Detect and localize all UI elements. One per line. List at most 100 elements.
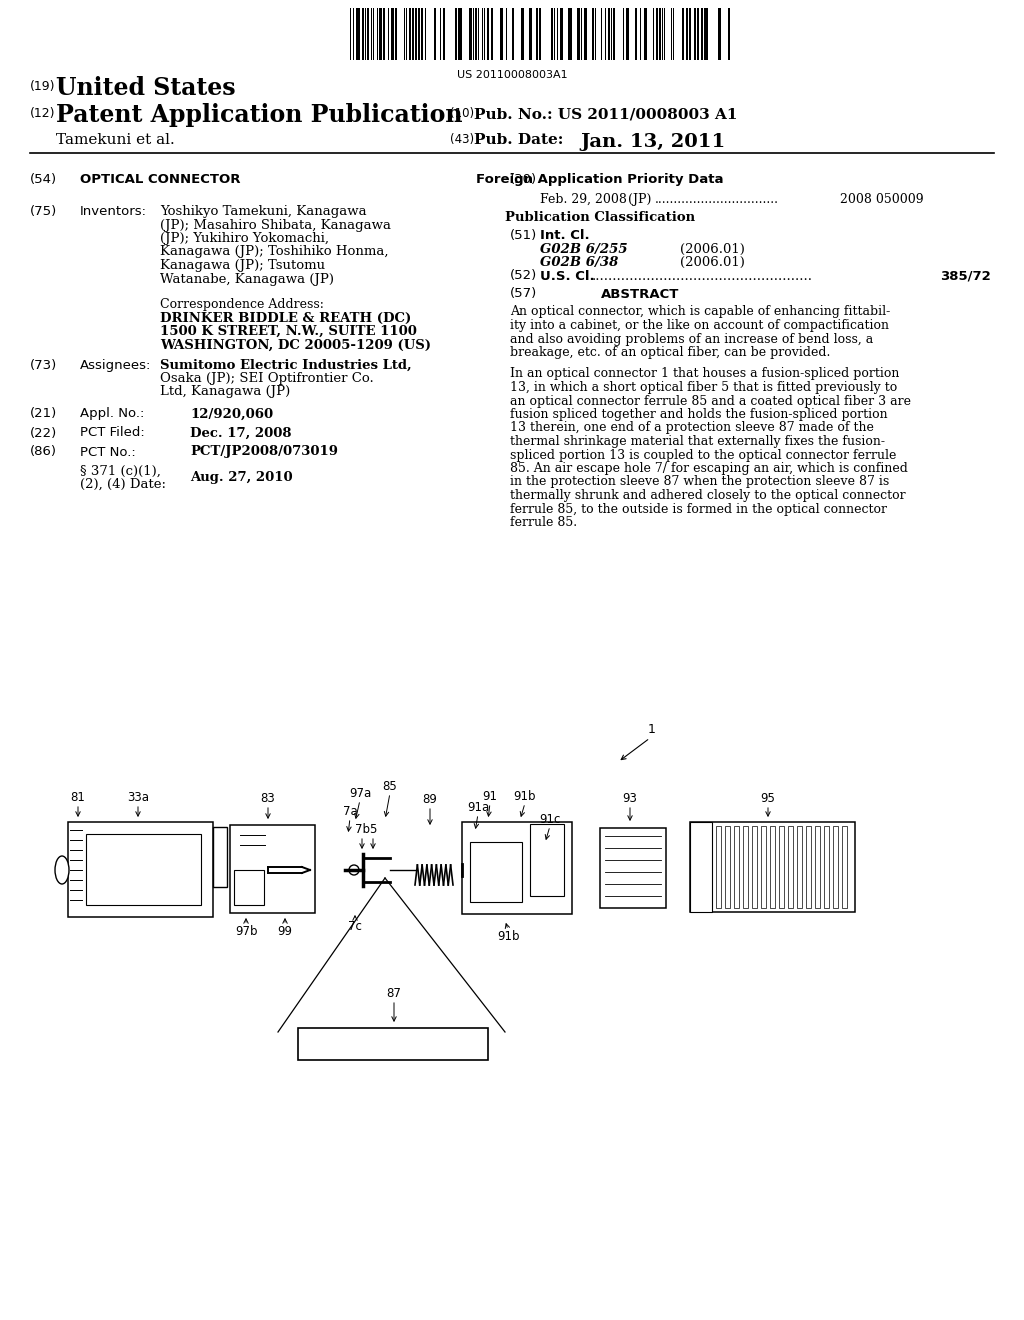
Bar [470,842,522,902]
Text: Feb. 29, 2008: Feb. 29, 2008 [540,193,627,206]
Text: (JP); Masahiro Shibata, Kanagawa: (JP); Masahiro Shibata, Kanagawa [160,219,391,231]
Bar [806,826,811,908]
Text: thermally shrunk and adhered closely to the optical connector: thermally shrunk and adhered closely to … [510,488,905,502]
Bar [367,8,369,59]
Bar [608,8,610,59]
Bar [725,826,730,908]
Text: in the protection sleeve 87 when the protection sleeve 87 is: in the protection sleeve 87 when the pro… [510,475,889,488]
Bar [659,8,662,59]
Bar [728,8,730,59]
Text: (19): (19) [30,81,55,92]
Text: Publication Classification: Publication Classification [505,211,695,224]
Text: 91b: 91b [497,931,519,942]
Bar [690,822,712,912]
Bar [788,826,793,908]
Bar [362,8,364,59]
Text: Dec. 17, 2008: Dec. 17, 2008 [190,426,292,440]
Text: 2008 050009: 2008 050009 [840,193,924,206]
Text: 385/72: 385/72 [940,269,991,282]
Text: 85: 85 [383,780,397,793]
Text: G02B 6/38: G02B 6/38 [540,256,618,269]
Bar [379,8,382,59]
Text: WASHINGTON, DC 20005-1209 (US): WASHINGTON, DC 20005-1209 (US) [160,338,431,351]
Ellipse shape [55,855,69,884]
Text: Pub. No.: US 2011/0008003 A1: Pub. No.: US 2011/0008003 A1 [474,107,737,121]
Bar [584,8,587,59]
Text: Correspondence Address:: Correspondence Address: [160,298,324,312]
Bar [644,8,647,59]
Text: U.S. Cl.: U.S. Cl. [540,269,595,282]
Bar [234,870,264,906]
Bar [705,8,708,59]
Text: Assignees:: Assignees: [80,359,152,371]
Bar [779,826,784,908]
Bar [434,8,436,59]
Bar [635,8,637,59]
Text: (2006.01): (2006.01) [680,256,744,269]
Bar [230,825,315,913]
Text: US 20110008003A1: US 20110008003A1 [457,70,567,81]
Text: fusion spliced together and holds the fusion-spliced portion: fusion spliced together and holds the fu… [510,408,888,421]
Bar [395,8,397,59]
Bar [761,826,766,908]
Bar [443,8,445,59]
Bar [682,8,684,59]
Text: G02B 6/255: G02B 6/255 [540,243,628,256]
Bar [656,8,658,59]
Text: 97b: 97b [234,925,257,939]
Bar [752,826,757,908]
Text: 83: 83 [261,792,275,805]
Text: 91b: 91b [514,789,537,803]
Text: Appl. No.:: Appl. No.: [80,408,144,421]
Bar [701,8,703,59]
Bar [568,8,572,59]
Bar [690,822,855,912]
Text: 7c: 7c [348,920,361,933]
Text: (30): (30) [510,173,538,186]
Bar [86,834,201,906]
Text: PCT No.:: PCT No.: [80,446,136,458]
Text: ....................................................: ........................................… [592,269,813,282]
Text: 93: 93 [623,792,637,805]
Bar [815,826,820,908]
Text: 89: 89 [423,793,437,807]
Bar [298,1028,488,1060]
Text: (12): (12) [30,107,55,120]
Text: (21): (21) [30,408,57,421]
Bar [529,8,532,59]
Bar [418,8,420,59]
Text: (51): (51) [510,228,538,242]
Text: 91: 91 [482,789,498,803]
Bar [409,8,411,59]
Text: 85. An air escape hole 7/ for escaping an air, which is confined: 85. An air escape hole 7/ for escaping a… [510,462,908,475]
Bar [694,8,696,59]
Text: § 371 (c)(1),: § 371 (c)(1), [80,465,161,478]
Text: 13 therein, one end of a protection sleeve 87 made of the: 13 therein, one end of a protection slee… [510,421,873,434]
Bar [213,828,227,887]
Text: 95: 95 [761,792,775,805]
Bar [560,8,563,59]
Bar [475,8,477,59]
Bar [536,8,538,59]
Bar [462,822,572,913]
Bar [500,8,503,59]
Text: PCT/JP2008/073019: PCT/JP2008/073019 [190,446,338,458]
Text: Watanabe, Kanagawa (JP): Watanabe, Kanagawa (JP) [160,272,334,285]
Bar [68,822,213,917]
Bar [592,8,594,59]
Text: ABSTRACT: ABSTRACT [601,288,679,301]
Text: 97a: 97a [349,787,371,800]
Text: 91a: 91a [467,801,489,814]
Text: 1500 K STREET, N.W., SUITE 1100: 1500 K STREET, N.W., SUITE 1100 [160,325,417,338]
Text: (JP): (JP) [628,193,651,206]
Text: Pub. Date:: Pub. Date: [474,133,563,147]
Text: (54): (54) [30,173,57,186]
Text: Inventors:: Inventors: [80,205,147,218]
Text: In an optical connector 1 that houses a fusion-spliced portion: In an optical connector 1 that houses a … [510,367,899,380]
Text: ferrule 85, to the outside is formed in the optical connector: ferrule 85, to the outside is formed in … [510,503,887,516]
Bar [743,826,748,908]
Text: an optical connector ferrule 85 and a coated optical fiber 3 are: an optical connector ferrule 85 and a co… [510,395,911,408]
Text: (52): (52) [510,269,538,282]
Text: Int. Cl.: Int. Cl. [540,228,590,242]
Text: PCT Filed:: PCT Filed: [80,426,144,440]
